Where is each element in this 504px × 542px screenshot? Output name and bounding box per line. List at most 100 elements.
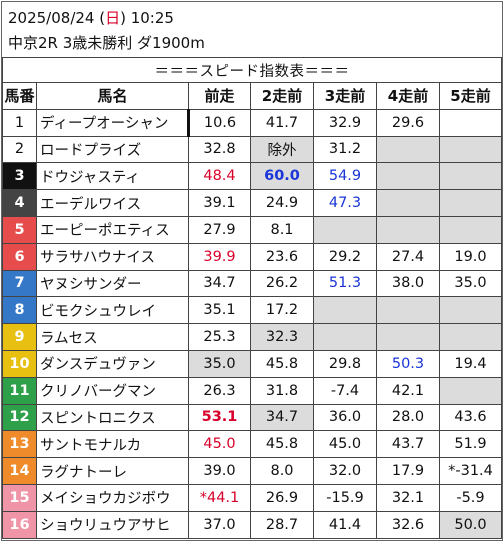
column-header: 馬番: [2, 82, 37, 110]
table-row: 6 サラサハウナイス 39.9 23.6 29.2 27.4 19.0: [2, 242, 502, 271]
speed-index-cell: 41.7: [250, 108, 314, 137]
speed-index-cell: 45.0: [313, 430, 377, 459]
table-row: 9 ラムセス 25.3 32.3: [2, 323, 502, 351]
speed-index-cell: 50.0: [439, 510, 502, 539]
column-header: 前走: [188, 82, 251, 110]
speed-index-cell: [376, 323, 440, 351]
horse-name: ディープオーシャン: [36, 108, 190, 137]
speed-index-cell: 36.0: [313, 403, 377, 432]
horse-name: クリノバーグマン: [36, 376, 189, 405]
weekday: 日: [105, 9, 121, 27]
horse-number: 2: [2, 135, 37, 164]
speed-index-cell: 27.9: [188, 215, 251, 244]
horse-name: ヤヌシサンダー: [36, 269, 189, 298]
speed-index-cell: [439, 189, 502, 217]
horse-number: 1: [2, 108, 37, 137]
column-header: 5走前: [439, 82, 502, 110]
horse-name: ビモクシュウレイ: [36, 296, 189, 325]
speed-index-cell: 47.3: [313, 189, 377, 217]
table-row: 4 エーデルワイス 39.1 24.9 47.3: [2, 189, 502, 217]
speed-index-table: ＝＝＝スピード指数表＝＝＝ 馬番 馬名 前走 2走前 3走前 4走前 5走前 1 ディープオー…: [2, 57, 502, 539]
speed-index-cell: 35.0: [188, 349, 251, 378]
horse-number: 4: [2, 189, 37, 217]
horse-number: 6: [2, 242, 37, 271]
speed-index-cell: 45.0: [188, 430, 251, 459]
horse-number: 12: [2, 403, 37, 432]
column-header: 馬名: [36, 82, 189, 110]
speed-index-cell: 51.9: [439, 430, 502, 459]
speed-index-cell: 54.9: [313, 162, 377, 191]
speed-index-cell: 8.1: [250, 215, 314, 244]
speed-index-cell: 53.1: [188, 403, 251, 432]
speed-index-cell: 32.6: [376, 510, 440, 539]
speed-index-cell: [313, 323, 377, 351]
speed-index-cell: [439, 323, 502, 351]
table-row: 14 ラグナトーレ 39.0 8.0 32.0 17.9 *-31.4: [2, 457, 502, 485]
speed-index-cell: 28.0: [376, 403, 440, 432]
speed-index-cell: 32.9: [313, 108, 377, 137]
speed-index-cell: 28.7: [250, 510, 314, 539]
speed-index-cell: 50.3: [376, 349, 440, 378]
horse-name: サントモナルカ: [36, 430, 189, 459]
speed-index-cell: [439, 215, 502, 244]
horse-number: 14: [2, 457, 37, 485]
speed-index-cell: 39.9: [188, 242, 251, 271]
speed-index-cell: 8.0: [250, 457, 314, 485]
speed-index-cell: 27.4: [376, 242, 440, 271]
speed-index-cell: 32.3: [250, 323, 314, 351]
speed-index-cell: 45.8: [250, 349, 314, 378]
speed-index-cell: 48.4: [188, 162, 251, 191]
horse-name: ショウリュウアサヒ: [36, 510, 189, 539]
horse-number: 13: [2, 430, 37, 459]
speed-index-cell: 19.0: [439, 242, 502, 271]
speed-index-cell: [439, 162, 502, 191]
horse-name: ラグナトーレ: [36, 457, 189, 485]
speed-index-cell: 32.1: [376, 483, 440, 512]
speed-index-cell: 17.2: [250, 296, 314, 325]
speed-index-cell: *-31.4: [439, 457, 502, 485]
speed-index-cell: 29.6: [376, 108, 440, 137]
horse-name: エーピーポエティス: [36, 215, 189, 244]
speed-index-cell: 38.0: [376, 269, 440, 298]
speed-index-cell: 35.1: [188, 296, 251, 325]
speed-index-cell: [313, 215, 377, 244]
column-header-row: 馬番 馬名 前走 2走前 3走前 4走前 5走前: [2, 82, 502, 110]
speed-index-cell: 31.8: [250, 376, 314, 405]
speed-index-cell: 32.0: [313, 457, 377, 485]
horse-name: エーデルワイス: [36, 189, 189, 217]
table-row: 11 クリノバーグマン 26.3 31.8 -7.4 42.1: [2, 376, 502, 405]
speed-index-cell: 17.9: [376, 457, 440, 485]
horse-name: ロードプライズ: [36, 135, 189, 164]
speed-index-cell: 43.6: [439, 403, 502, 432]
speed-index-cell: [439, 296, 502, 325]
table-title: ＝＝＝スピード指数表＝＝＝: [2, 57, 502, 83]
speed-index-cell: [439, 108, 502, 137]
horse-name: ドウジャスティ: [36, 162, 189, 191]
horse-number: 11: [2, 376, 37, 405]
speed-index-cell: 32.8: [188, 135, 251, 164]
table-row: 13 サントモナルカ 45.0 45.8 45.0 43.7 51.9: [2, 430, 502, 459]
horse-name: ダンスデュヴァン: [36, 349, 189, 378]
table-row: 12 スピントロニクス 53.1 34.7 36.0 28.0 43.6: [2, 403, 502, 432]
column-header: 4走前: [376, 82, 440, 110]
speed-index-cell: 51.3: [313, 269, 377, 298]
speed-index-cell: *44.1: [188, 483, 251, 512]
table-row: 7 ヤヌシサンダー 34.7 26.2 51.3 38.0 35.0: [2, 269, 502, 298]
speed-index-cell: -7.4: [313, 376, 377, 405]
speed-index-cell: 60.0: [250, 162, 314, 191]
speed-index-cell: [376, 189, 440, 217]
table-row: 10 ダンスデュヴァン 35.0 45.8 29.8 50.3 19.4: [2, 349, 502, 378]
table-row: 2 ロードプライズ 32.8 除外 31.2: [2, 135, 502, 164]
column-header: 2走前: [250, 82, 314, 110]
table-body: 1 ディープオーシャン 10.6 41.7 32.9 29.6 2 ロードプライズ 32.8 除外…: [2, 108, 502, 539]
speed-index-cell: 25.3: [188, 323, 251, 351]
horse-number: 5: [2, 215, 37, 244]
horse-name: スピントロニクス: [36, 403, 189, 432]
date-prefix: 2025/08/24 (: [8, 9, 106, 27]
speed-index-cell: 34.7: [188, 269, 251, 298]
table-row: 3 ドウジャスティ 48.4 60.0 54.9: [2, 162, 502, 191]
speed-index-cell: 43.7: [376, 430, 440, 459]
horse-number: 8: [2, 296, 37, 325]
speed-index-cell: 39.0: [188, 457, 251, 485]
speed-index-cell: [376, 296, 440, 325]
